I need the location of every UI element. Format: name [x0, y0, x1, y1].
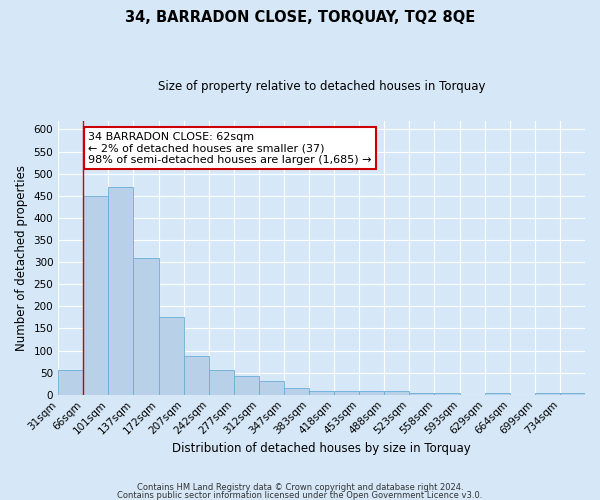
Bar: [234, 376, 259, 394]
Bar: [385, 391, 409, 394]
Bar: [334, 391, 359, 394]
Bar: [309, 391, 334, 394]
Text: Contains public sector information licensed under the Open Government Licence v3: Contains public sector information licen…: [118, 490, 482, 500]
Title: Size of property relative to detached houses in Torquay: Size of property relative to detached ho…: [158, 80, 485, 93]
X-axis label: Distribution of detached houses by size in Torquay: Distribution of detached houses by size …: [172, 442, 471, 455]
Bar: [133, 258, 158, 394]
Y-axis label: Number of detached properties: Number of detached properties: [15, 164, 28, 350]
Bar: [58, 370, 83, 394]
Text: 34 BARRADON CLOSE: 62sqm
← 2% of detached houses are smaller (37)
98% of semi-de: 34 BARRADON CLOSE: 62sqm ← 2% of detache…: [88, 132, 372, 165]
Bar: [158, 318, 184, 394]
Bar: [359, 391, 385, 394]
Bar: [259, 380, 284, 394]
Text: 34, BARRADON CLOSE, TORQUAY, TQ2 8QE: 34, BARRADON CLOSE, TORQUAY, TQ2 8QE: [125, 10, 475, 25]
Bar: [560, 392, 585, 394]
Bar: [209, 370, 234, 394]
Bar: [284, 388, 309, 394]
Text: Contains HM Land Registry data © Crown copyright and database right 2024.: Contains HM Land Registry data © Crown c…: [137, 484, 463, 492]
Bar: [109, 187, 133, 394]
Bar: [83, 196, 109, 394]
Bar: [184, 356, 209, 395]
